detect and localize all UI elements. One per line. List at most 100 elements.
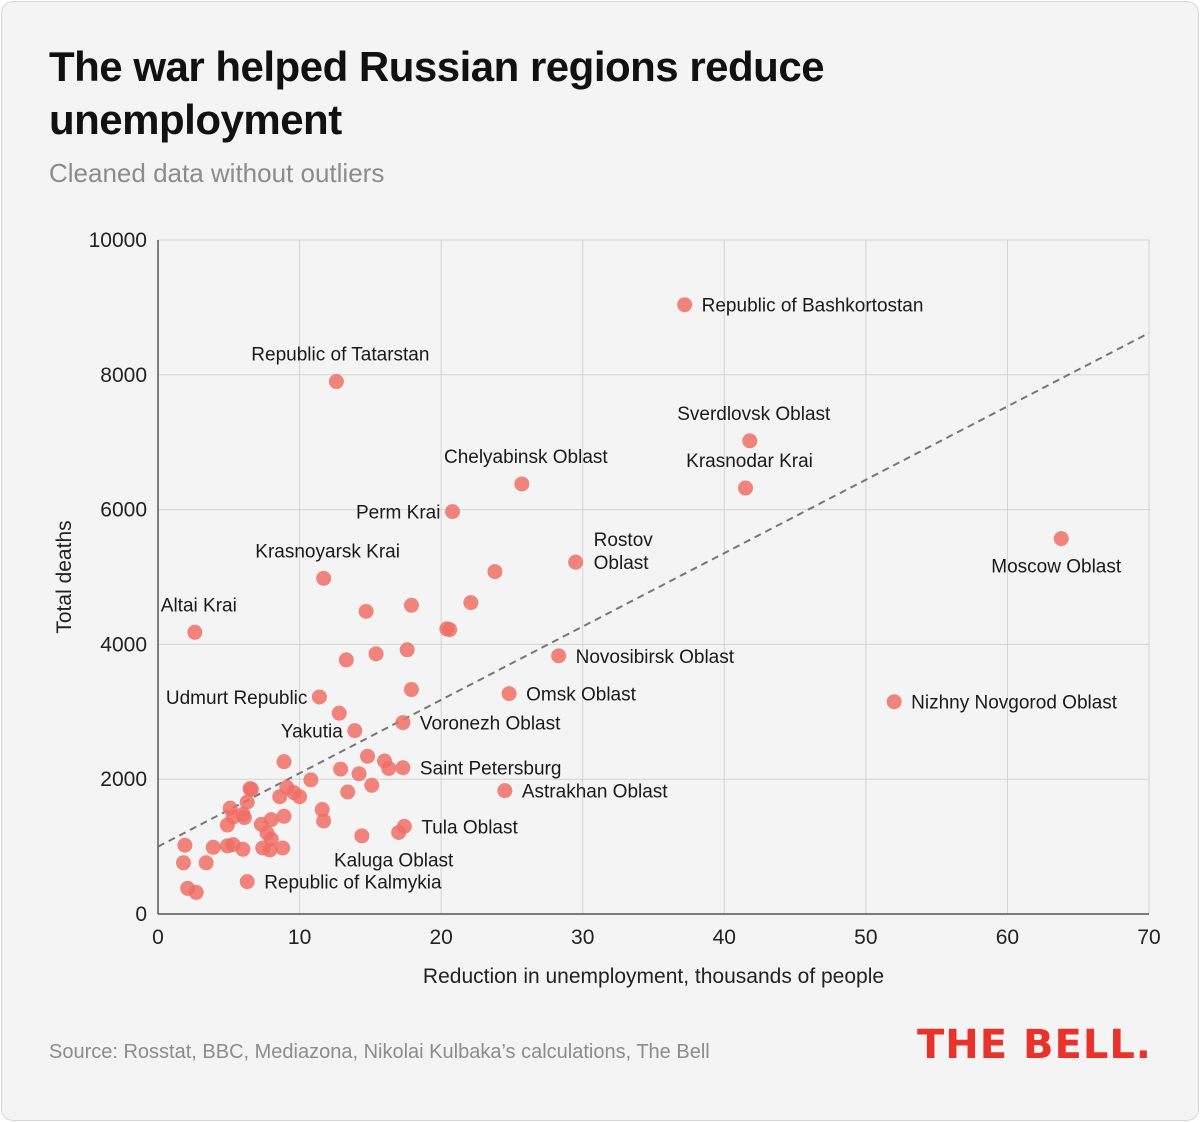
data-point <box>886 694 902 710</box>
data-point <box>358 603 374 619</box>
data-point <box>403 682 419 698</box>
data-point <box>239 794 255 810</box>
data-point <box>501 686 517 702</box>
data-point <box>368 646 384 662</box>
data-point <box>198 855 214 871</box>
point-label: Krasnodar Krai <box>686 451 813 472</box>
data-point <box>316 813 332 829</box>
y-tick-label: 6000 <box>100 499 147 522</box>
y-tick-label: 4000 <box>100 633 147 656</box>
y-tick-label: 10000 <box>89 229 147 252</box>
point-label: Moscow Oblast <box>991 557 1122 578</box>
point-label: Astrakhan Oblast <box>522 782 668 803</box>
data-point <box>205 839 221 855</box>
data-point <box>395 760 411 776</box>
data-point <box>175 855 191 871</box>
x-tick-label: 40 <box>713 926 736 949</box>
data-point <box>364 777 380 793</box>
x-tick-label: 20 <box>429 926 452 949</box>
data-point <box>514 476 530 492</box>
point-label: Sverdlovsk Oblast <box>677 404 831 425</box>
data-point <box>314 802 330 818</box>
chart-title: The war helped Russian regions reduce un… <box>49 43 825 143</box>
data-point <box>328 374 344 390</box>
data-point <box>497 783 513 799</box>
point-label: Republic of Tatarstan <box>251 345 429 366</box>
data-point <box>236 810 252 826</box>
data-point <box>303 772 319 788</box>
the-bell-logo: THE BELL. <box>917 1022 1152 1068</box>
data-point <box>275 840 291 856</box>
data-point <box>347 723 363 739</box>
data-point <box>399 642 415 658</box>
x-tick-label: 70 <box>1137 926 1160 949</box>
point-label: Saint Petersburg <box>420 759 562 780</box>
data-point <box>219 817 235 833</box>
data-point <box>360 748 376 764</box>
data-point <box>272 789 288 805</box>
data-point <box>333 761 349 777</box>
data-point <box>276 754 292 770</box>
data-point <box>742 433 758 449</box>
x-tick-label: 10 <box>288 926 311 949</box>
point-label: Republic of Bashkortostan <box>702 296 924 317</box>
data-point <box>568 554 584 570</box>
data-point <box>311 689 327 705</box>
point-label: Yakutia <box>281 722 343 743</box>
data-point <box>354 828 370 844</box>
data-point <box>463 595 479 611</box>
trend-line <box>157 332 1150 848</box>
y-tick-label: 0 <box>135 903 147 926</box>
point-label: Tula Oblast <box>421 817 518 838</box>
y-tick-label: 8000 <box>100 364 147 387</box>
data-point <box>487 564 503 580</box>
data-point <box>395 715 411 731</box>
data-point <box>677 297 693 313</box>
data-point <box>187 624 203 640</box>
data-point <box>235 841 251 857</box>
data-point <box>442 622 458 638</box>
data-point <box>738 480 754 496</box>
point-label: Nizhny Novgorod Oblast <box>911 693 1118 714</box>
point-label: Altai Krai <box>161 595 237 616</box>
data-point <box>276 808 292 824</box>
point-label: Rostov Oblast <box>594 530 654 574</box>
data-point <box>551 648 567 664</box>
chart-subtitle: Cleaned data without outliers <box>49 158 385 188</box>
data-point <box>338 652 354 668</box>
x-tick-label: 50 <box>854 926 877 949</box>
point-label: Kaluga Oblast <box>334 850 454 871</box>
point-label: Republic of Kalmykia <box>264 873 442 894</box>
data-point <box>351 766 367 782</box>
data-point <box>292 789 308 805</box>
point-label: Perm Krai <box>356 503 440 524</box>
y-axis-label: Total deaths <box>53 520 76 633</box>
x-tick-label: 0 <box>152 926 164 949</box>
point-label: Udmurt Republic <box>166 688 308 709</box>
point-label: Krasnoyarsk Krai <box>255 541 400 562</box>
data-point <box>403 597 419 613</box>
data-point <box>331 705 347 721</box>
x-tick-label: 30 <box>571 926 594 949</box>
data-point <box>188 884 204 900</box>
data-point <box>177 837 193 853</box>
data-point <box>340 784 356 800</box>
point-label: Novosibirsk Oblast <box>576 647 735 668</box>
data-point <box>444 504 460 520</box>
data-point <box>316 570 332 586</box>
point-label: Chelyabinsk Oblast <box>444 447 608 468</box>
point-label: Voronezh Oblast <box>420 714 561 735</box>
data-point <box>1053 531 1069 547</box>
data-point <box>391 824 407 840</box>
data-point <box>243 781 259 797</box>
point-label: Omsk Oblast <box>526 685 637 706</box>
source-note: Source: Rosstat, BBC, Mediazona, Nikolai… <box>49 1041 710 1063</box>
data-point <box>239 874 255 890</box>
data-point <box>381 760 397 776</box>
data-point <box>262 842 278 858</box>
y-tick-label: 2000 <box>100 768 147 791</box>
x-axis-label: Reduction in unemployment, thousands of … <box>423 965 884 988</box>
x-tick-label: 60 <box>996 926 1019 949</box>
